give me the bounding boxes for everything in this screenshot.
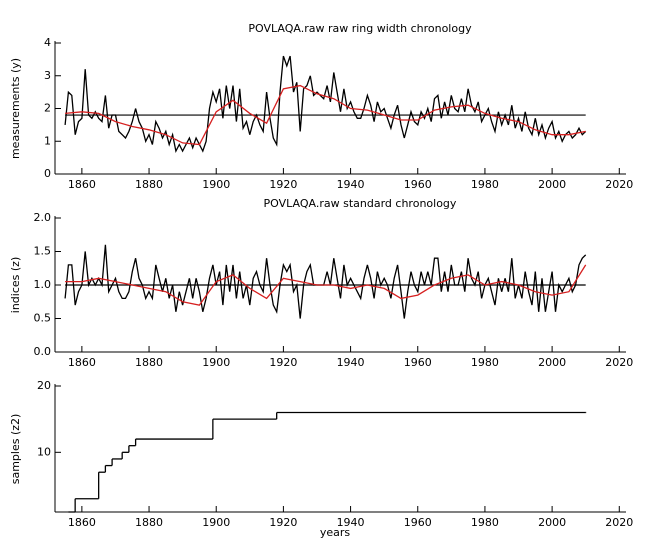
y-tick-label: 1 [44,134,51,147]
x-tick-label: 1960 [404,356,432,369]
chart-title: POVLAQA.raw standard chronology [264,197,457,210]
x-tick-label: 1980 [471,356,499,369]
x-tick-label: 1940 [337,516,365,529]
x-tick-label: 1940 [337,356,365,369]
y-tick-label: 2.0 [34,211,52,224]
x-tick-label: 1920 [269,356,297,369]
y-tick-label: 20 [37,379,51,392]
y-tick-label: 0.5 [34,312,52,325]
x-tick-label: 2000 [538,516,566,529]
x-tick-label: 1880 [135,516,163,529]
y-tick-label: 0.0 [34,345,52,358]
x-tick-label: 2020 [605,356,633,369]
series-line [64,244,587,319]
x-tick-label: 1880 [135,356,163,369]
y-tick-label: 0 [44,167,51,180]
x-tick-label: 1900 [202,356,230,369]
x-tick-label: 1980 [471,516,499,529]
x-tick-label: 1960 [404,516,432,529]
chart-title: POVLAQA.raw raw ring width chronology [248,22,472,35]
x-tick-label: 1880 [135,178,163,191]
y-tick-label: 1.0 [34,278,52,291]
y-tick-label: 3 [44,69,51,82]
x-axis-label: years [320,526,351,539]
y-tick-label: 2 [44,102,51,115]
series-line [65,264,587,306]
y-axis-label: samples (z2) [9,414,22,485]
series-line [64,55,587,154]
series-line [65,84,586,146]
x-tick-label: 2020 [605,178,633,191]
x-tick-label: 1920 [269,178,297,191]
x-tick-label: 1860 [68,178,96,191]
x-tick-label: 2020 [605,516,633,529]
y-axis-label: measurements (y) [9,58,22,159]
x-tick-label: 1860 [68,356,96,369]
x-tick-label: 1980 [471,178,499,191]
y-tick-label: 10 [37,445,51,458]
x-tick-label: 1960 [404,178,432,191]
x-tick-label: 2000 [538,356,566,369]
y-tick-label: 4 [44,36,51,49]
x-tick-label: 1900 [202,178,230,191]
x-tick-label: 1860 [68,516,96,529]
x-tick-label: 1900 [202,516,230,529]
x-tick-label: 2000 [538,178,566,191]
x-tick-label: 1920 [269,516,297,529]
y-tick-label: 1.5 [34,245,52,258]
y-axis-label: indices (z) [9,257,22,313]
x-tick-label: 1940 [337,178,365,191]
